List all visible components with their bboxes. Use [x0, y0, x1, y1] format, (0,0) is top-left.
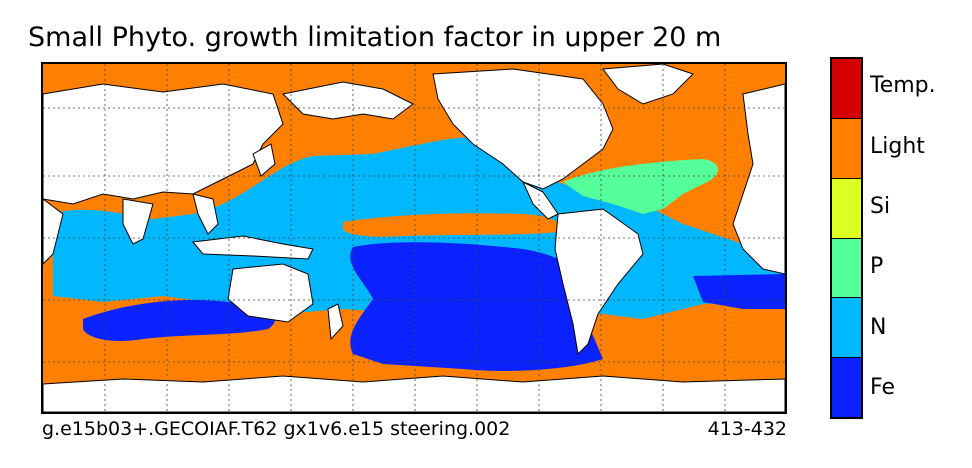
p-limited-region-atlantic [563, 159, 718, 214]
land-antarctica [43, 375, 785, 412]
map-panel [41, 62, 787, 414]
colorbar-label-p: P [870, 254, 884, 280]
land-australia [227, 263, 314, 323]
land-south-america [554, 208, 644, 356]
graticule [43, 64, 785, 412]
land-siberia-alaska [281, 81, 414, 120]
map-title: Small Phyto. growth limitation factor in… [28, 22, 722, 53]
land-india [122, 198, 154, 245]
colorbar-swatch-temp [832, 59, 861, 118]
colorbar-label-si: Si [870, 193, 891, 219]
colorbar [830, 57, 863, 419]
colorbar-label-light: Light [870, 133, 925, 159]
land-japan [252, 143, 276, 177]
land-north-america [432, 68, 614, 190]
light-band-equatorial-pacific [343, 213, 560, 237]
year-range-caption: 413-432 [707, 418, 787, 440]
land-eurasia-west [43, 83, 284, 205]
land-new-zealand [327, 303, 344, 341]
fe-limited-region-south-indian [83, 299, 275, 341]
land-africa-east [43, 198, 64, 265]
fe-limited-region-south-pacific [350, 242, 603, 371]
land-greenland [602, 64, 694, 105]
colorbar-swatch-light [832, 117, 861, 178]
land-indonesia [192, 235, 314, 260]
colorbar-swatch-n [832, 297, 861, 358]
land-europe-africa-west [732, 83, 785, 275]
land-masses [43, 64, 785, 412]
colorbar-label-n: N [870, 314, 887, 340]
land-central-america [521, 180, 559, 220]
fe-limited-region-southeast-atlantic [693, 274, 785, 309]
colorbar-label-temp: Temp. [870, 73, 936, 99]
run-caption: g.e15b03+.GECOIAF.T62 gx1v6.e15 steering… [42, 418, 511, 440]
colorbar-swatch-si [832, 177, 861, 238]
colorbar-label-fe: Fe [870, 374, 895, 400]
colorbar-swatch-fe [832, 357, 861, 417]
land-southeast-asia [192, 193, 219, 235]
ocean-map [43, 64, 785, 412]
colorbar-swatch-p [832, 237, 861, 298]
